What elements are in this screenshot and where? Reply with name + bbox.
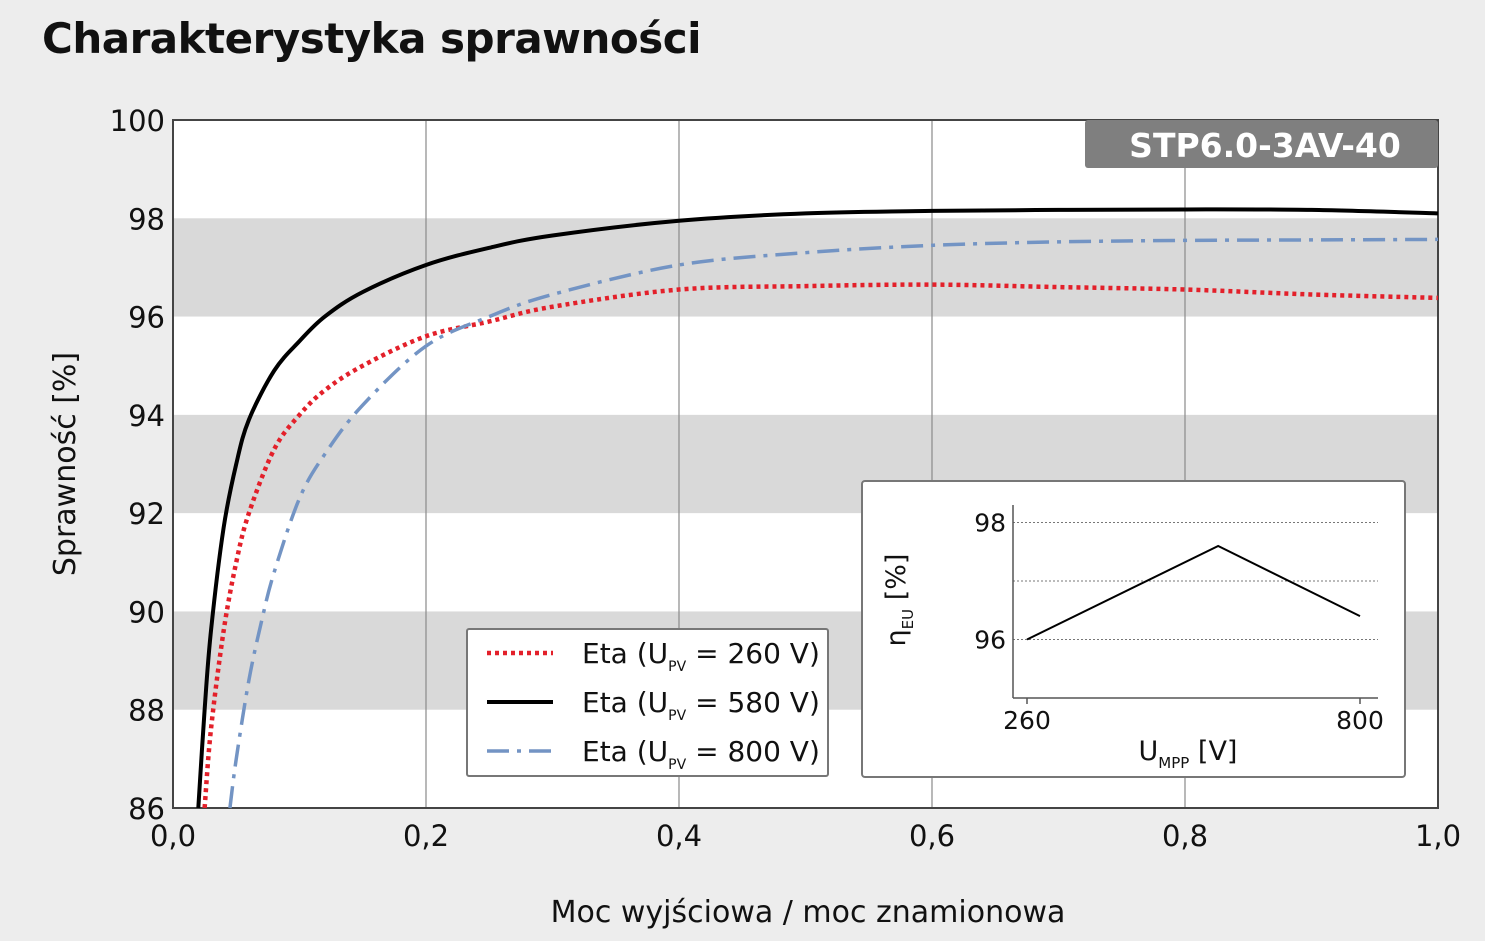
inset-y-tick-label: 98: [974, 509, 1006, 538]
shaded-bands: [173, 120, 1438, 808]
inset-tick-labels: 96 98 260 800: [974, 509, 1384, 735]
y-axis-label: Sprawność [%]: [48, 352, 83, 576]
y-tick-label: 88: [128, 694, 165, 728]
y-tick-label: 94: [128, 399, 165, 433]
x-tick-label: 0,6: [909, 819, 955, 853]
legend-label-2: Eta (UPV = 800 V): [582, 735, 820, 773]
series-line-580v: [196, 207, 1439, 809]
plot-frame: [172, 119, 1439, 809]
inset-chart: 96 98 260 800 ηEU [%] UMPP [V]: [861, 480, 1406, 778]
x-tick-label: 0,0: [150, 819, 196, 853]
y-tick-label: 98: [128, 202, 165, 236]
y-tick-label: 92: [128, 497, 165, 531]
model-label-box: [1085, 120, 1438, 168]
y-tick-label: 96: [128, 301, 165, 335]
inset-x-tick-label: 800: [1336, 706, 1384, 735]
inset-y-tick-label: 96: [974, 626, 1006, 655]
series-line-800v: [228, 237, 1439, 809]
model-label-text: STP6.0-3AV-40: [1129, 126, 1401, 165]
y-tick-label: 100: [110, 104, 165, 138]
x-tick-label: 0,2: [403, 819, 449, 853]
x-tick-label: 0,8: [1162, 819, 1208, 853]
legend-label-0: Eta (UPV = 260 V): [582, 637, 820, 675]
shaded-band-2: [173, 218, 1438, 317]
inset-box: [861, 480, 1406, 778]
page-title: Charakterystyka sprawności: [42, 14, 702, 63]
y-tick-label: 90: [128, 595, 165, 629]
legend-box: [466, 628, 829, 777]
y-tick-label: 86: [128, 792, 165, 826]
series-line-260v: [202, 282, 1439, 809]
x-tick-label: 1,0: [1415, 819, 1461, 853]
y-tick-labels: 86 88 90 92 94 96 98 100: [110, 104, 165, 826]
model-label: STP6.0-3AV-40: [1085, 120, 1438, 168]
x-tick-labels: 0,0 0,2 0,4 0,6 0,8 1,0: [150, 819, 1461, 853]
inset-x-axis-label: UMPP [V]: [1139, 736, 1238, 772]
legend-label-1: Eta (UPV = 580 V): [582, 686, 820, 724]
inset-gridlines: [1013, 522, 1378, 641]
series-lines: [196, 207, 1439, 809]
inset-series-line: [1026, 544, 1361, 641]
x-axis-label: Moc wyjściowa / moc znamionowa: [551, 895, 1066, 930]
x-tick-label: 0,4: [656, 819, 702, 853]
inset-x-tick-label: 260: [1003, 706, 1051, 735]
inset-y-axis-label: ηEU [%]: [881, 554, 917, 647]
legend: Eta (UPV = 260 V) Eta (UPV = 580 V) Eta (U…: [466, 628, 829, 777]
